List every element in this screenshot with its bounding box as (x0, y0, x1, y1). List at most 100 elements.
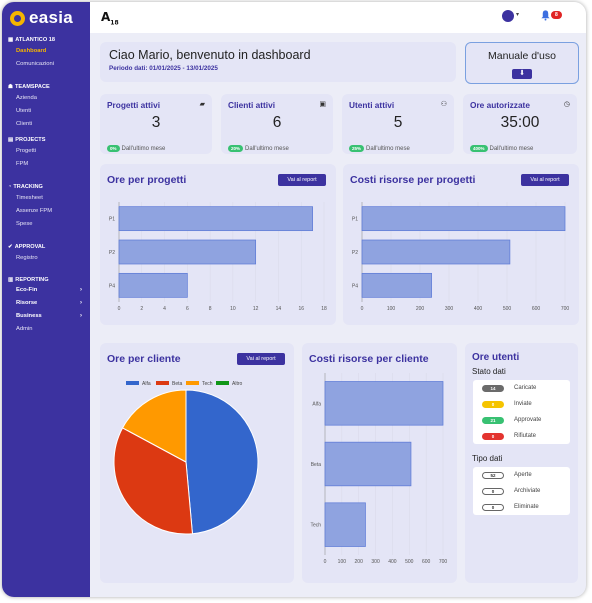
sidebar-item-eco-fin[interactable]: Eco-Fin › (16, 287, 82, 293)
stat-title: Ore autorizzate (470, 100, 530, 110)
sidebar-item-business[interactable]: Business › (16, 313, 82, 319)
section-projects: ▤ PROJECTS (8, 137, 46, 143)
stat-card-utenti: Utenti attivi ⚇ 5 25% Dall'ultimo mese (342, 94, 454, 154)
sidebar: easia ▦ ATLANTICO 18 Dashboard Comunicazi… (2, 2, 90, 597)
id-card-icon: ▣ (319, 101, 326, 108)
tracking-icon: ◔ (8, 184, 12, 190)
stat-value: 6 (272, 114, 282, 131)
tick-label: 100 (387, 306, 396, 312)
bar-chart-costi-progetti: 0 100 200 300 400 500 600 700 P1 P2 P4 (352, 202, 570, 312)
sidebar-item-utenti[interactable]: Utenti (16, 108, 32, 114)
sidebar-item-azienda[interactable]: Azienda (16, 95, 37, 101)
sidebar-item-risorse[interactable]: Risorse › (16, 300, 82, 306)
sidebar-item-admin[interactable]: Admin (16, 326, 33, 332)
bar (324, 441, 412, 487)
chart-title: Costi risorse per progetti (350, 174, 476, 186)
tick-label: 700 (439, 559, 448, 565)
count-badge: 0 (482, 432, 504, 440)
tick-label: 6 (186, 306, 189, 312)
pie-slice (113, 427, 193, 535)
top-bar: A18 ▾ 8 (90, 2, 586, 33)
bell-icon[interactable] (540, 9, 551, 21)
team-icon: ☗ (8, 84, 14, 90)
category-label: P4 (109, 283, 115, 289)
download-icon: ⬇ (519, 70, 525, 77)
tipo-dati-title: Tipo dati (472, 454, 503, 463)
app-logo[interactable]: easia (10, 8, 73, 28)
legend-label: Alfa (142, 381, 151, 387)
chevron-down-icon[interactable]: ▾ (516, 12, 520, 18)
tick-label: 400 (388, 559, 397, 565)
logo-icon (10, 10, 25, 26)
count-badge: 52 (482, 471, 504, 479)
sidebar-item-clienti[interactable]: Clienti (16, 121, 33, 127)
chart-card-costi-cliente: Costi risorse per cliente 0 100 200 300 400 5… (302, 343, 457, 583)
list-item: 0 Inviate (473, 396, 570, 412)
section-org: ▦ ATLANTICO 18 (8, 37, 55, 43)
stat-change-badge: 0% (107, 145, 120, 152)
company-logo[interactable]: A18 (101, 10, 119, 27)
tick-label: 200 (355, 559, 364, 565)
legend-label: Tech (202, 381, 213, 387)
bar (118, 239, 257, 265)
section-teamspace: ☗ TEAMSPACE (8, 84, 50, 90)
notification-badge: 8 (551, 11, 562, 19)
sidebar-item-comunicazioni[interactable]: Comunicazioni (16, 61, 55, 67)
tipo-dati-list: 52 Aperte 0 Archiviate 0 Eliminate (473, 467, 570, 515)
sidebar-item-fpm[interactable]: FPM (16, 161, 29, 167)
building-icon: ▦ (8, 37, 14, 43)
welcome-title: Ciao Mario, benvenuto in dashboard (109, 48, 311, 62)
tick-label: 600 (422, 559, 431, 565)
sidebar-item-registro[interactable]: Registro (16, 255, 38, 261)
tick-label: 0 (324, 559, 327, 565)
bar (361, 206, 566, 232)
tick-label: 12 (253, 306, 259, 312)
category-label: P1 (352, 217, 358, 223)
tick-label: 600 (532, 306, 541, 312)
sidebar-item-timesheet[interactable]: Timesheet (16, 195, 43, 201)
sidebar-item-spese[interactable]: Spese (16, 221, 33, 227)
sidebar-item-progetti[interactable]: Progetti (16, 148, 36, 154)
report-button[interactable]: Vai al report (278, 174, 326, 186)
chart-card-ore-cliente: Ore per cliente Vai al report Alfa Beta Te… (100, 343, 294, 583)
tick-label: 400 (474, 306, 483, 312)
report-button[interactable]: Vai al report (521, 174, 569, 186)
tick-label: 16 (298, 306, 304, 312)
count-badge: 14 (482, 384, 504, 392)
sidebar-item-dashboard[interactable]: Dashboard (16, 48, 47, 54)
chevron-right-icon: › (80, 287, 82, 293)
legend-swatch (216, 381, 229, 385)
stat-value: 3 (151, 114, 161, 131)
stat-title: Utenti attivi (349, 100, 395, 110)
user-avatar-icon[interactable] (502, 10, 514, 22)
sidebar-item-assenze-fpm[interactable]: Assenze FPM (16, 208, 53, 214)
tick-label: 8 (209, 306, 212, 312)
tick-label: 500 (405, 559, 414, 565)
stat-change-badge: 20% (228, 145, 244, 152)
bar-chart-costi-cliente: 0 100 200 300 400 500 600 700 Alfa Beta Tech (310, 373, 448, 565)
manual-card[interactable]: Manuale d'uso ⬇ (465, 42, 579, 84)
chart-title: Costi risorse per cliente (309, 353, 429, 365)
list-item: 0 Eliminate (473, 499, 570, 515)
users-icon: ⚇ (440, 101, 447, 108)
stat-value: 5 (393, 114, 403, 131)
app-name: easia (29, 8, 74, 27)
tick-label: 200 (416, 306, 425, 312)
list-item: 21 Approvate (473, 412, 570, 428)
stat-footer: 20% Dall'ultimo mese (228, 145, 289, 152)
tick-label: 700 (561, 306, 570, 312)
stat-card-progetti: Progetti attivi ▰ 3 0% Dall'ultimo mese (100, 94, 212, 154)
bar (118, 272, 188, 298)
tick-label: 0 (361, 306, 364, 312)
stat-title: Clienti attivi (228, 100, 276, 110)
category-label: Beta (311, 462, 322, 468)
tick-label: 4 (163, 306, 166, 312)
period-label: Periodo dati: 01/01/2025 - 13/01/2025 (109, 65, 218, 72)
chevron-right-icon: › (80, 300, 82, 306)
chevron-right-icon: › (80, 313, 82, 319)
section-approval: ✔ APPROVAL (8, 244, 46, 250)
ore-utenti-title: Ore utenti (472, 352, 520, 363)
download-button[interactable]: ⬇ (512, 69, 532, 79)
report-button[interactable]: Vai al report (237, 353, 285, 365)
welcome-card: Ciao Mario, benvenuto in dashboard Perio… (100, 42, 456, 82)
